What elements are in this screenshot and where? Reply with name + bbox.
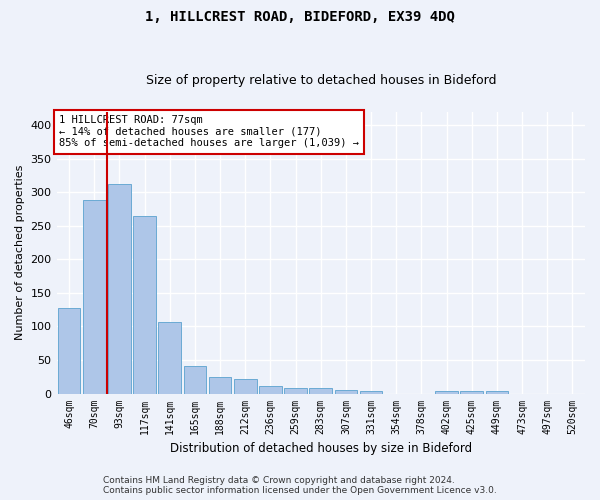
Title: Size of property relative to detached houses in Bideford: Size of property relative to detached ho… [146,74,496,87]
Bar [460,391,483,394]
X-axis label: Distribution of detached houses by size in Bideford: Distribution of detached houses by size … [170,442,472,455]
Bar [83,200,106,394]
Bar [133,216,156,394]
Bar [435,391,458,394]
Bar [485,391,508,394]
Bar [234,379,257,394]
Bar [284,388,307,394]
Bar [158,322,181,394]
Bar [310,388,332,394]
Bar [184,366,206,394]
Bar [335,390,357,394]
Text: 1, HILLCREST ROAD, BIDEFORD, EX39 4DQ: 1, HILLCREST ROAD, BIDEFORD, EX39 4DQ [145,10,455,24]
Bar [58,308,80,394]
Bar [209,377,232,394]
Bar [108,184,131,394]
Y-axis label: Number of detached properties: Number of detached properties [15,165,25,340]
Text: Contains HM Land Registry data © Crown copyright and database right 2024.
Contai: Contains HM Land Registry data © Crown c… [103,476,497,495]
Bar [360,391,382,394]
Bar [259,386,282,394]
Text: 1 HILLCREST ROAD: 77sqm
← 14% of detached houses are smaller (177)
85% of semi-d: 1 HILLCREST ROAD: 77sqm ← 14% of detache… [59,115,359,148]
